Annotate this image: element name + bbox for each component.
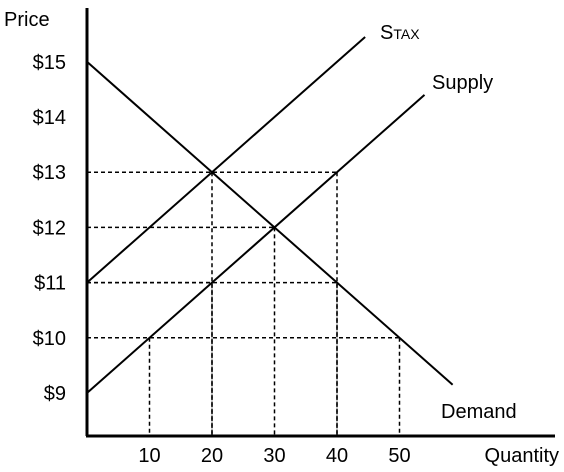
- stax-curve: [86, 36, 366, 284]
- y-tick-label: $12: [33, 217, 66, 239]
- stax-label-subscript: TAX: [393, 26, 420, 42]
- y-tick-label: $9: [44, 383, 66, 405]
- y-tick-label: $15: [33, 52, 66, 74]
- x-tick-label: 40: [326, 445, 348, 467]
- tick-labels: $9 $10 $11 $12 $13 $14 $15 10 20 30 40 50: [33, 52, 411, 467]
- x-tick-label: 30: [263, 445, 285, 467]
- supply-curve: [86, 94, 426, 394]
- x-tick-label: 50: [388, 445, 410, 467]
- guide-lines: [87, 171, 401, 436]
- y-tick-label: $14: [33, 107, 66, 129]
- curves: [86, 36, 454, 394]
- x-axis-label: Quantity: [485, 445, 559, 467]
- supply-curve-label: Supply: [432, 72, 493, 94]
- x-tick-label: 20: [201, 445, 223, 467]
- stax-label-main: S: [380, 22, 393, 44]
- y-tick-label: $13: [33, 162, 66, 184]
- x-tick-label: 10: [138, 445, 160, 467]
- demand-curve-label: Demand: [441, 401, 517, 423]
- y-axis-label: Price: [4, 9, 50, 31]
- y-tick-label: $10: [33, 328, 66, 350]
- stax-curve-label: STAX: [380, 22, 420, 44]
- demand-curve: [86, 61, 454, 386]
- y-tick-label: $11: [34, 273, 66, 295]
